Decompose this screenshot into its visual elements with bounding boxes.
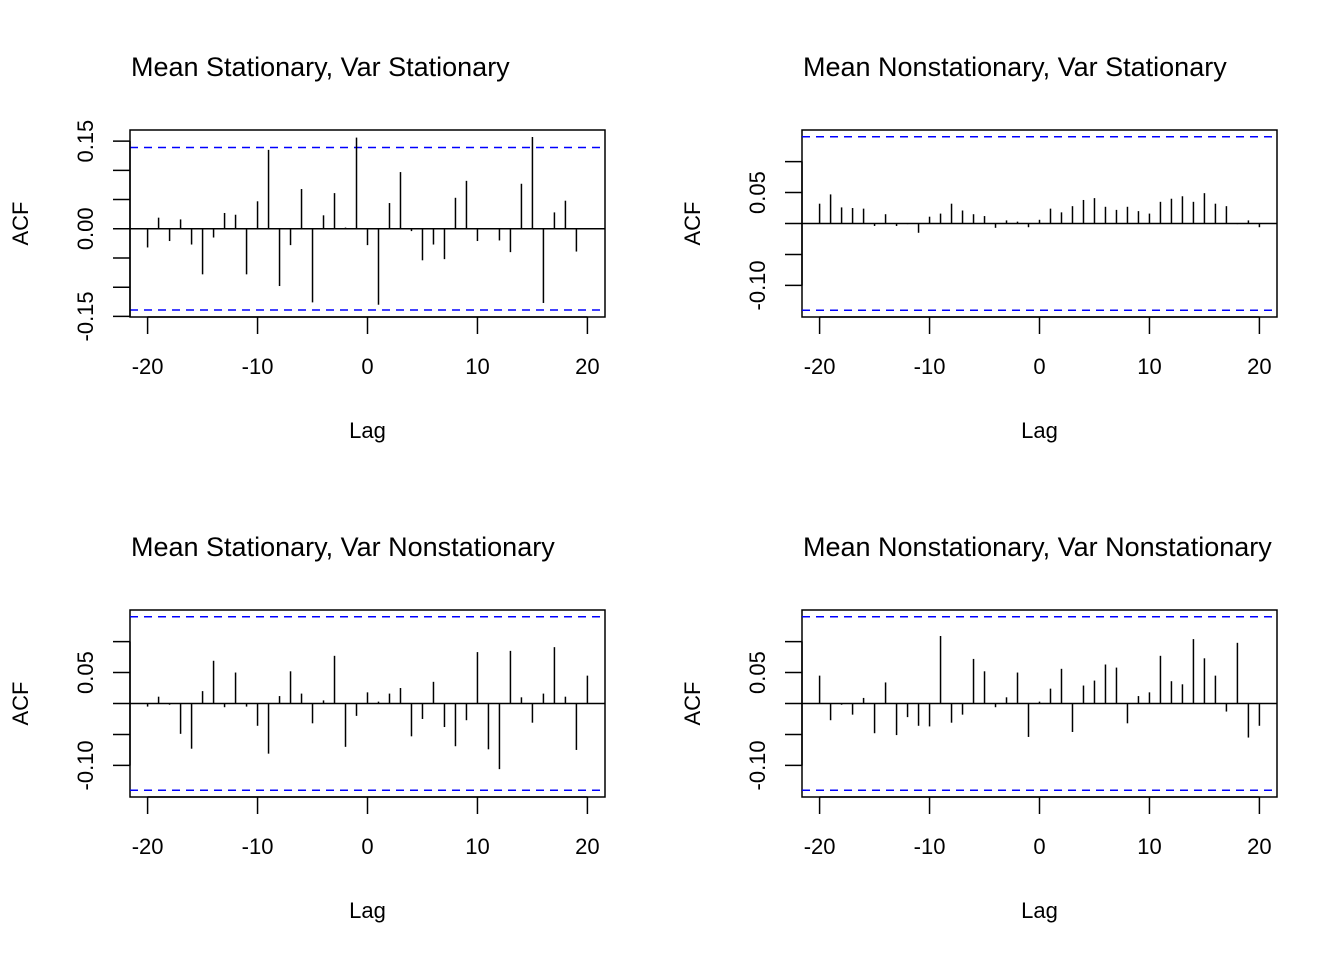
y-tick-label: 0.15	[73, 120, 98, 163]
plot-frame	[129, 129, 606, 318]
acf-panel-2: Mean Nonstationary, Var Stationary -20 -10…	[680, 52, 1278, 443]
y-tick-label: -0.10	[745, 740, 770, 790]
x-axis-label: Lag	[1021, 898, 1058, 923]
x-tick-label: 10	[465, 354, 489, 379]
x-tick-label: 10	[465, 834, 489, 859]
x-tick-label: -10	[914, 354, 946, 379]
x-tick-label: 0	[1033, 354, 1045, 379]
y-tick-label: -0.15	[73, 291, 98, 341]
y-axis-label: ACF	[680, 202, 705, 246]
x-tick-label: 20	[1247, 354, 1271, 379]
x-tick-label: -10	[242, 354, 274, 379]
panel-title: Mean Stationary, Var Nonstationary	[131, 532, 555, 562]
x-tick-label: 10	[1137, 834, 1161, 859]
x-tick-label: 20	[1247, 834, 1271, 859]
x-tick-label: -10	[242, 834, 274, 859]
x-axis-label: Lag	[1021, 418, 1058, 443]
y-tick-label: 0.05	[745, 171, 770, 214]
x-tick-label: -20	[132, 354, 164, 379]
y-tick-label: -0.10	[745, 260, 770, 310]
y-axis-label: ACF	[680, 682, 705, 726]
y-axis-label: ACF	[8, 202, 33, 246]
x-tick-label: 10	[1137, 354, 1161, 379]
panel-title: Mean Nonstationary, Var Stationary	[803, 52, 1227, 82]
x-tick-label: -10	[914, 834, 946, 859]
x-tick-label: 0	[361, 834, 373, 859]
x-tick-label: 20	[575, 834, 599, 859]
y-tick-label: 0.05	[73, 651, 98, 694]
x-tick-label: -20	[804, 354, 836, 379]
acf-panel-4: Mean Nonstationary, Var Nonstationary -20…	[680, 532, 1278, 923]
x-axis-label: Lag	[349, 898, 386, 923]
acf-panel-3: Mean Stationary, Var Nonstationary -20 -10…	[8, 532, 606, 923]
acf-panel-1: Mean Stationary, Var Stationary -20 -10 0 10…	[8, 52, 606, 443]
x-tick-label: 0	[1033, 834, 1045, 859]
x-axis-label: Lag	[349, 418, 386, 443]
panel-title: Mean Nonstationary, Var Nonstationary	[803, 532, 1272, 562]
y-tick-label: -0.10	[73, 740, 98, 790]
y-tick-label: 0.05	[745, 651, 770, 694]
x-tick-label: 20	[575, 354, 599, 379]
x-tick-label: 0	[361, 354, 373, 379]
y-tick-label: 0.00	[73, 207, 98, 250]
x-tick-label: -20	[132, 834, 164, 859]
panel-title: Mean Stationary, Var Stationary	[131, 52, 510, 82]
x-tick-label: -20	[804, 834, 836, 859]
y-axis-label: ACF	[8, 682, 33, 726]
